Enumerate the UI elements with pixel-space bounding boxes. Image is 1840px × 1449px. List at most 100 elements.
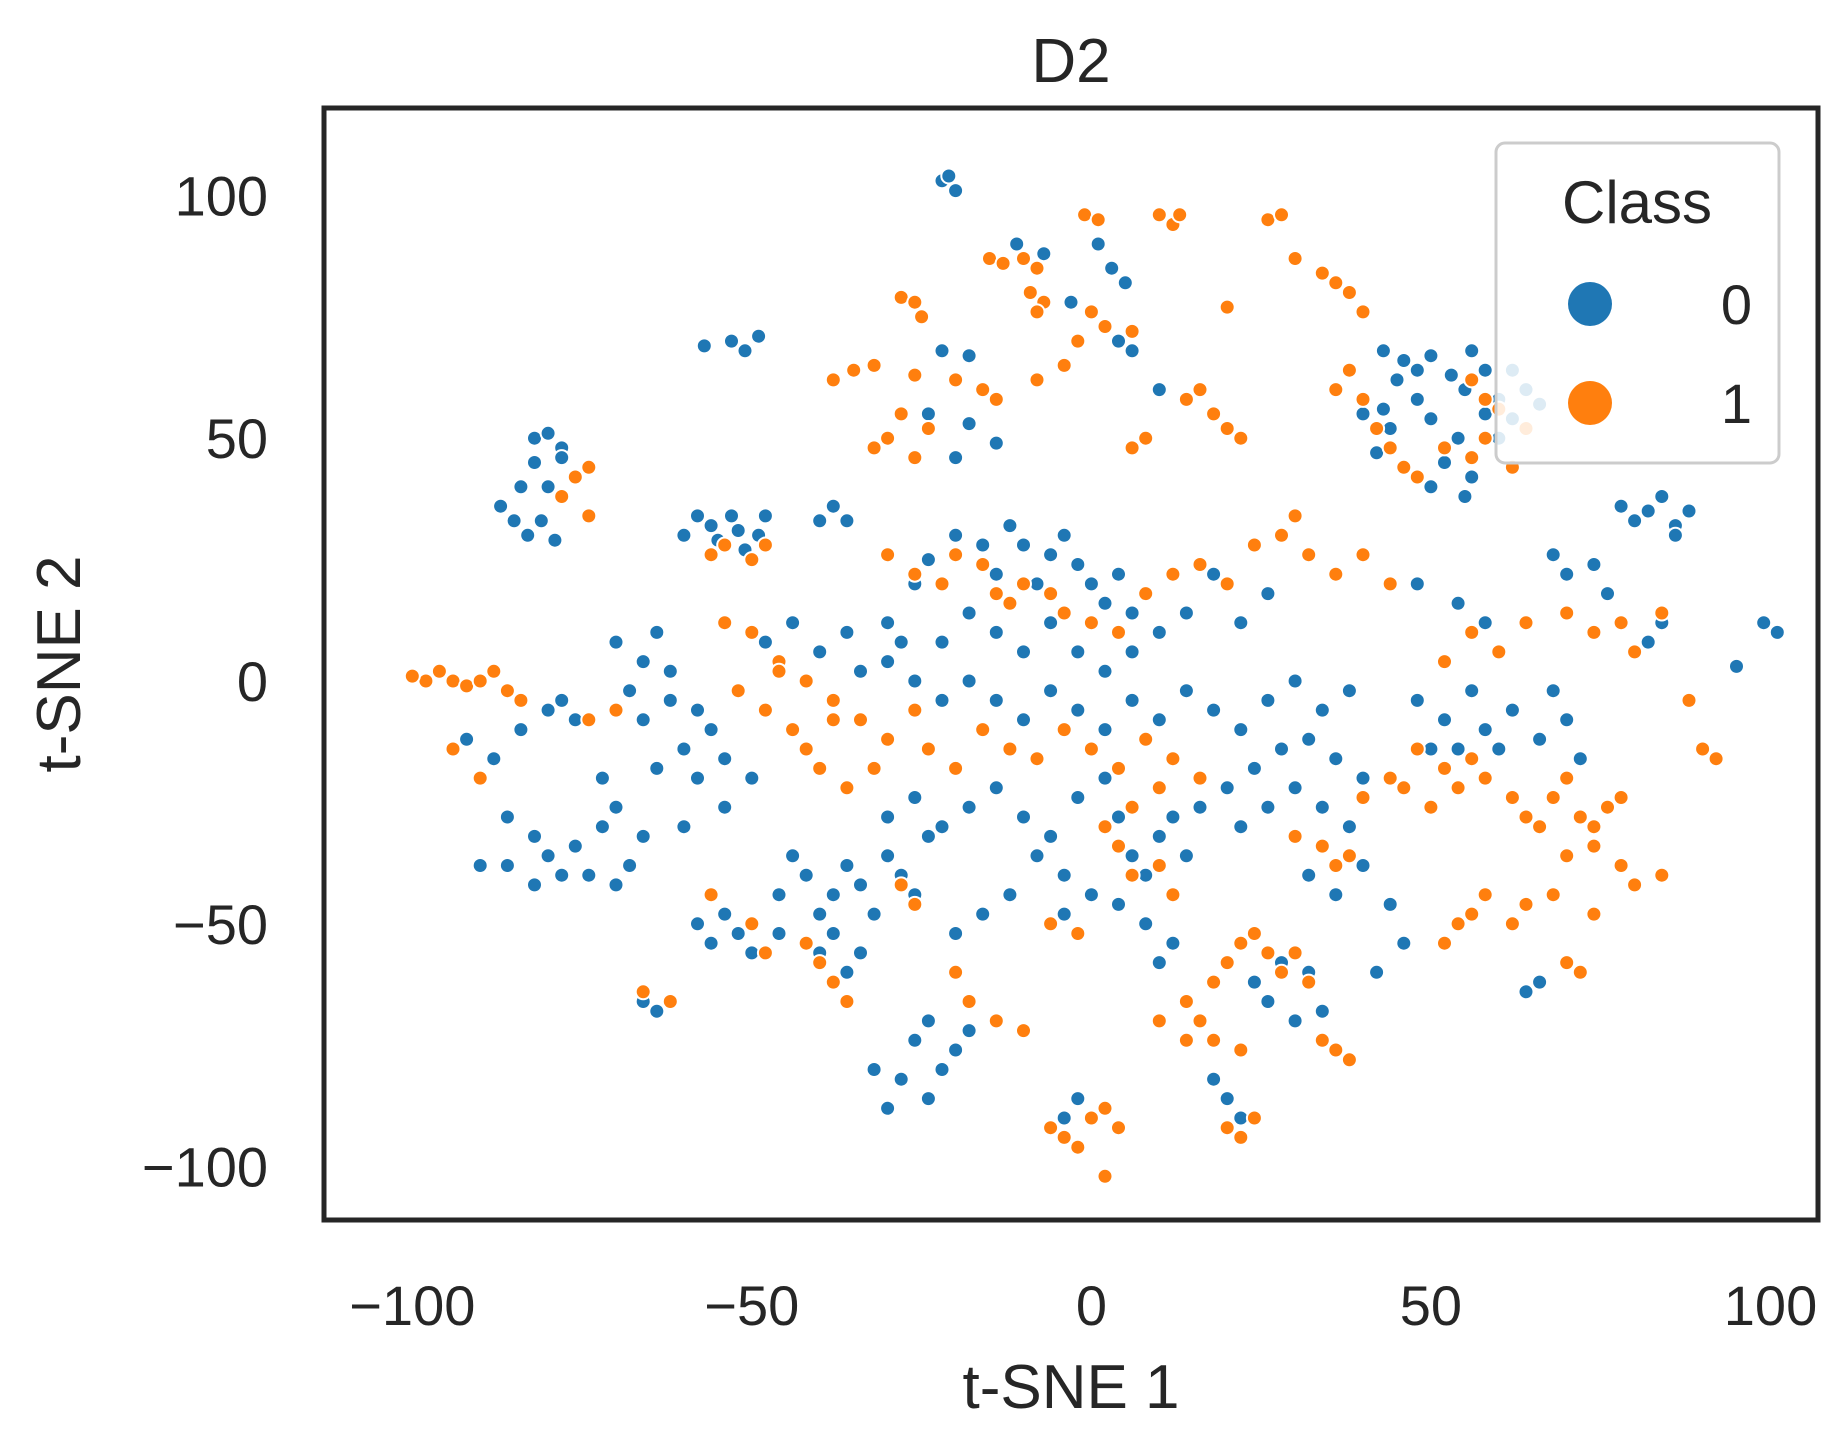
point-class-1-36 xyxy=(892,405,910,423)
x-axis-label: t-SNE 1 xyxy=(962,1353,1179,1422)
point-class-0-47 xyxy=(1395,352,1413,369)
point-class-0-202 xyxy=(1069,789,1087,806)
point-class-1-71 xyxy=(879,546,897,564)
point-class-1-88 xyxy=(1273,526,1290,544)
point-class-1-37 xyxy=(919,420,937,437)
point-class-1-177 xyxy=(702,886,720,904)
point-class-1-68 xyxy=(716,536,734,554)
point-class-1-135 xyxy=(607,701,625,719)
point-class-0-119 xyxy=(906,672,924,690)
point-class-0-15 xyxy=(519,526,537,544)
point-class-0-101 xyxy=(960,604,978,622)
point-class-0-230 xyxy=(1286,779,1304,797)
point-class-1-73 xyxy=(933,575,951,593)
point-class-0-174 xyxy=(784,847,802,865)
point-class-1-212 xyxy=(1476,886,1494,904)
point-class-0-81 xyxy=(1768,623,1786,641)
point-class-0-39 xyxy=(1089,235,1107,253)
point-class-1-40 xyxy=(906,449,924,467)
y-tick-label: 0 xyxy=(237,650,268,713)
point-class-0-59 xyxy=(1476,361,1494,379)
point-class-1-79 xyxy=(1042,585,1060,603)
point-class-1-1 xyxy=(1089,211,1107,229)
point-class-0-197 xyxy=(933,818,951,836)
point-class-0-13 xyxy=(505,512,523,530)
point-class-1-50 xyxy=(1354,390,1372,408)
point-class-0-268 xyxy=(919,1012,937,1030)
y-axis-label: t-SNE 2 xyxy=(25,555,94,772)
point-class-1-131 xyxy=(498,682,516,700)
point-class-0-89 xyxy=(1001,517,1019,535)
point-class-0-86 xyxy=(947,526,965,544)
point-class-1-173 xyxy=(811,954,829,972)
point-class-1-221 xyxy=(1042,1119,1060,1137)
point-class-0-200 xyxy=(1015,808,1032,826)
point-class-0-12 xyxy=(512,478,530,496)
point-class-0-35 xyxy=(987,434,1005,452)
point-class-1-129 xyxy=(471,672,489,690)
point-class-0-135 xyxy=(1340,682,1358,700)
point-class-0-21 xyxy=(729,522,747,539)
point-class-0-128 xyxy=(1150,711,1168,729)
point-class-1-208 xyxy=(1286,827,1304,845)
point-class-0-33 xyxy=(919,405,937,423)
point-class-1-231 xyxy=(634,983,652,1001)
point-class-0-195 xyxy=(879,808,897,826)
point-class-1-55 xyxy=(1436,439,1453,457)
point-class-0-243 xyxy=(1503,701,1521,719)
point-class-1-141 xyxy=(1449,779,1467,797)
point-class-0-214 xyxy=(974,905,992,923)
point-class-0-72 xyxy=(1456,488,1474,505)
point-class-0-122 xyxy=(987,691,1005,709)
point-class-0-258 xyxy=(1449,594,1467,612)
point-class-1-23 xyxy=(1082,303,1100,321)
point-class-1-153 xyxy=(1612,789,1630,806)
point-class-0-152 xyxy=(634,827,652,845)
point-class-1-46 xyxy=(1137,429,1155,447)
point-class-0-157 xyxy=(512,721,530,739)
point-class-1-229 xyxy=(1232,1128,1250,1146)
point-class-1-38 xyxy=(879,429,897,447)
point-class-1-64 xyxy=(566,468,584,486)
point-class-1-77 xyxy=(1001,594,1019,612)
point-class-1-138 xyxy=(1381,769,1399,787)
point-class-0-147 xyxy=(689,769,706,787)
point-class-1-112 xyxy=(1191,769,1209,787)
point-class-1-51 xyxy=(1368,420,1386,437)
point-class-0-106 xyxy=(1096,662,1114,680)
point-class-1-32 xyxy=(974,381,992,399)
point-class-0-150 xyxy=(716,798,734,816)
point-class-1-118 xyxy=(797,740,815,758)
point-class-0-140 xyxy=(621,682,639,700)
point-class-1-117 xyxy=(784,721,802,739)
points-layer xyxy=(403,167,1786,1185)
point-class-0-53 xyxy=(1374,400,1392,418)
point-class-0-5 xyxy=(750,327,768,345)
point-class-1-39 xyxy=(865,439,883,457)
point-class-1-152 xyxy=(1599,798,1616,816)
y-tick-label: 100 xyxy=(175,164,268,227)
point-class-0-168 xyxy=(607,876,625,894)
point-class-0-90 xyxy=(1015,536,1032,554)
point-class-1-15 xyxy=(1327,274,1345,292)
point-class-0-4 xyxy=(736,342,754,360)
point-class-1-56 xyxy=(1463,371,1481,389)
point-class-0-123 xyxy=(1015,711,1032,729)
point-class-0-280 xyxy=(1313,1002,1331,1020)
point-class-1-107 xyxy=(1055,721,1073,739)
point-class-1-170 xyxy=(1463,623,1481,641)
point-class-1-65 xyxy=(553,488,571,505)
point-class-1-19 xyxy=(1218,298,1236,316)
point-class-0-49 xyxy=(1388,371,1406,389)
point-class-1-161 xyxy=(1680,691,1698,709)
point-class-0-156 xyxy=(485,750,503,768)
point-class-1-150 xyxy=(1571,808,1589,826)
point-class-0-29 xyxy=(838,512,856,530)
point-class-1-222 xyxy=(1055,1128,1073,1146)
series-1 xyxy=(403,206,1725,1185)
point-class-1-43 xyxy=(1205,405,1223,423)
point-class-0-177 xyxy=(824,886,842,904)
point-class-0-154 xyxy=(593,769,611,787)
point-class-1-86 xyxy=(1218,575,1236,593)
point-class-0-215 xyxy=(947,925,965,942)
